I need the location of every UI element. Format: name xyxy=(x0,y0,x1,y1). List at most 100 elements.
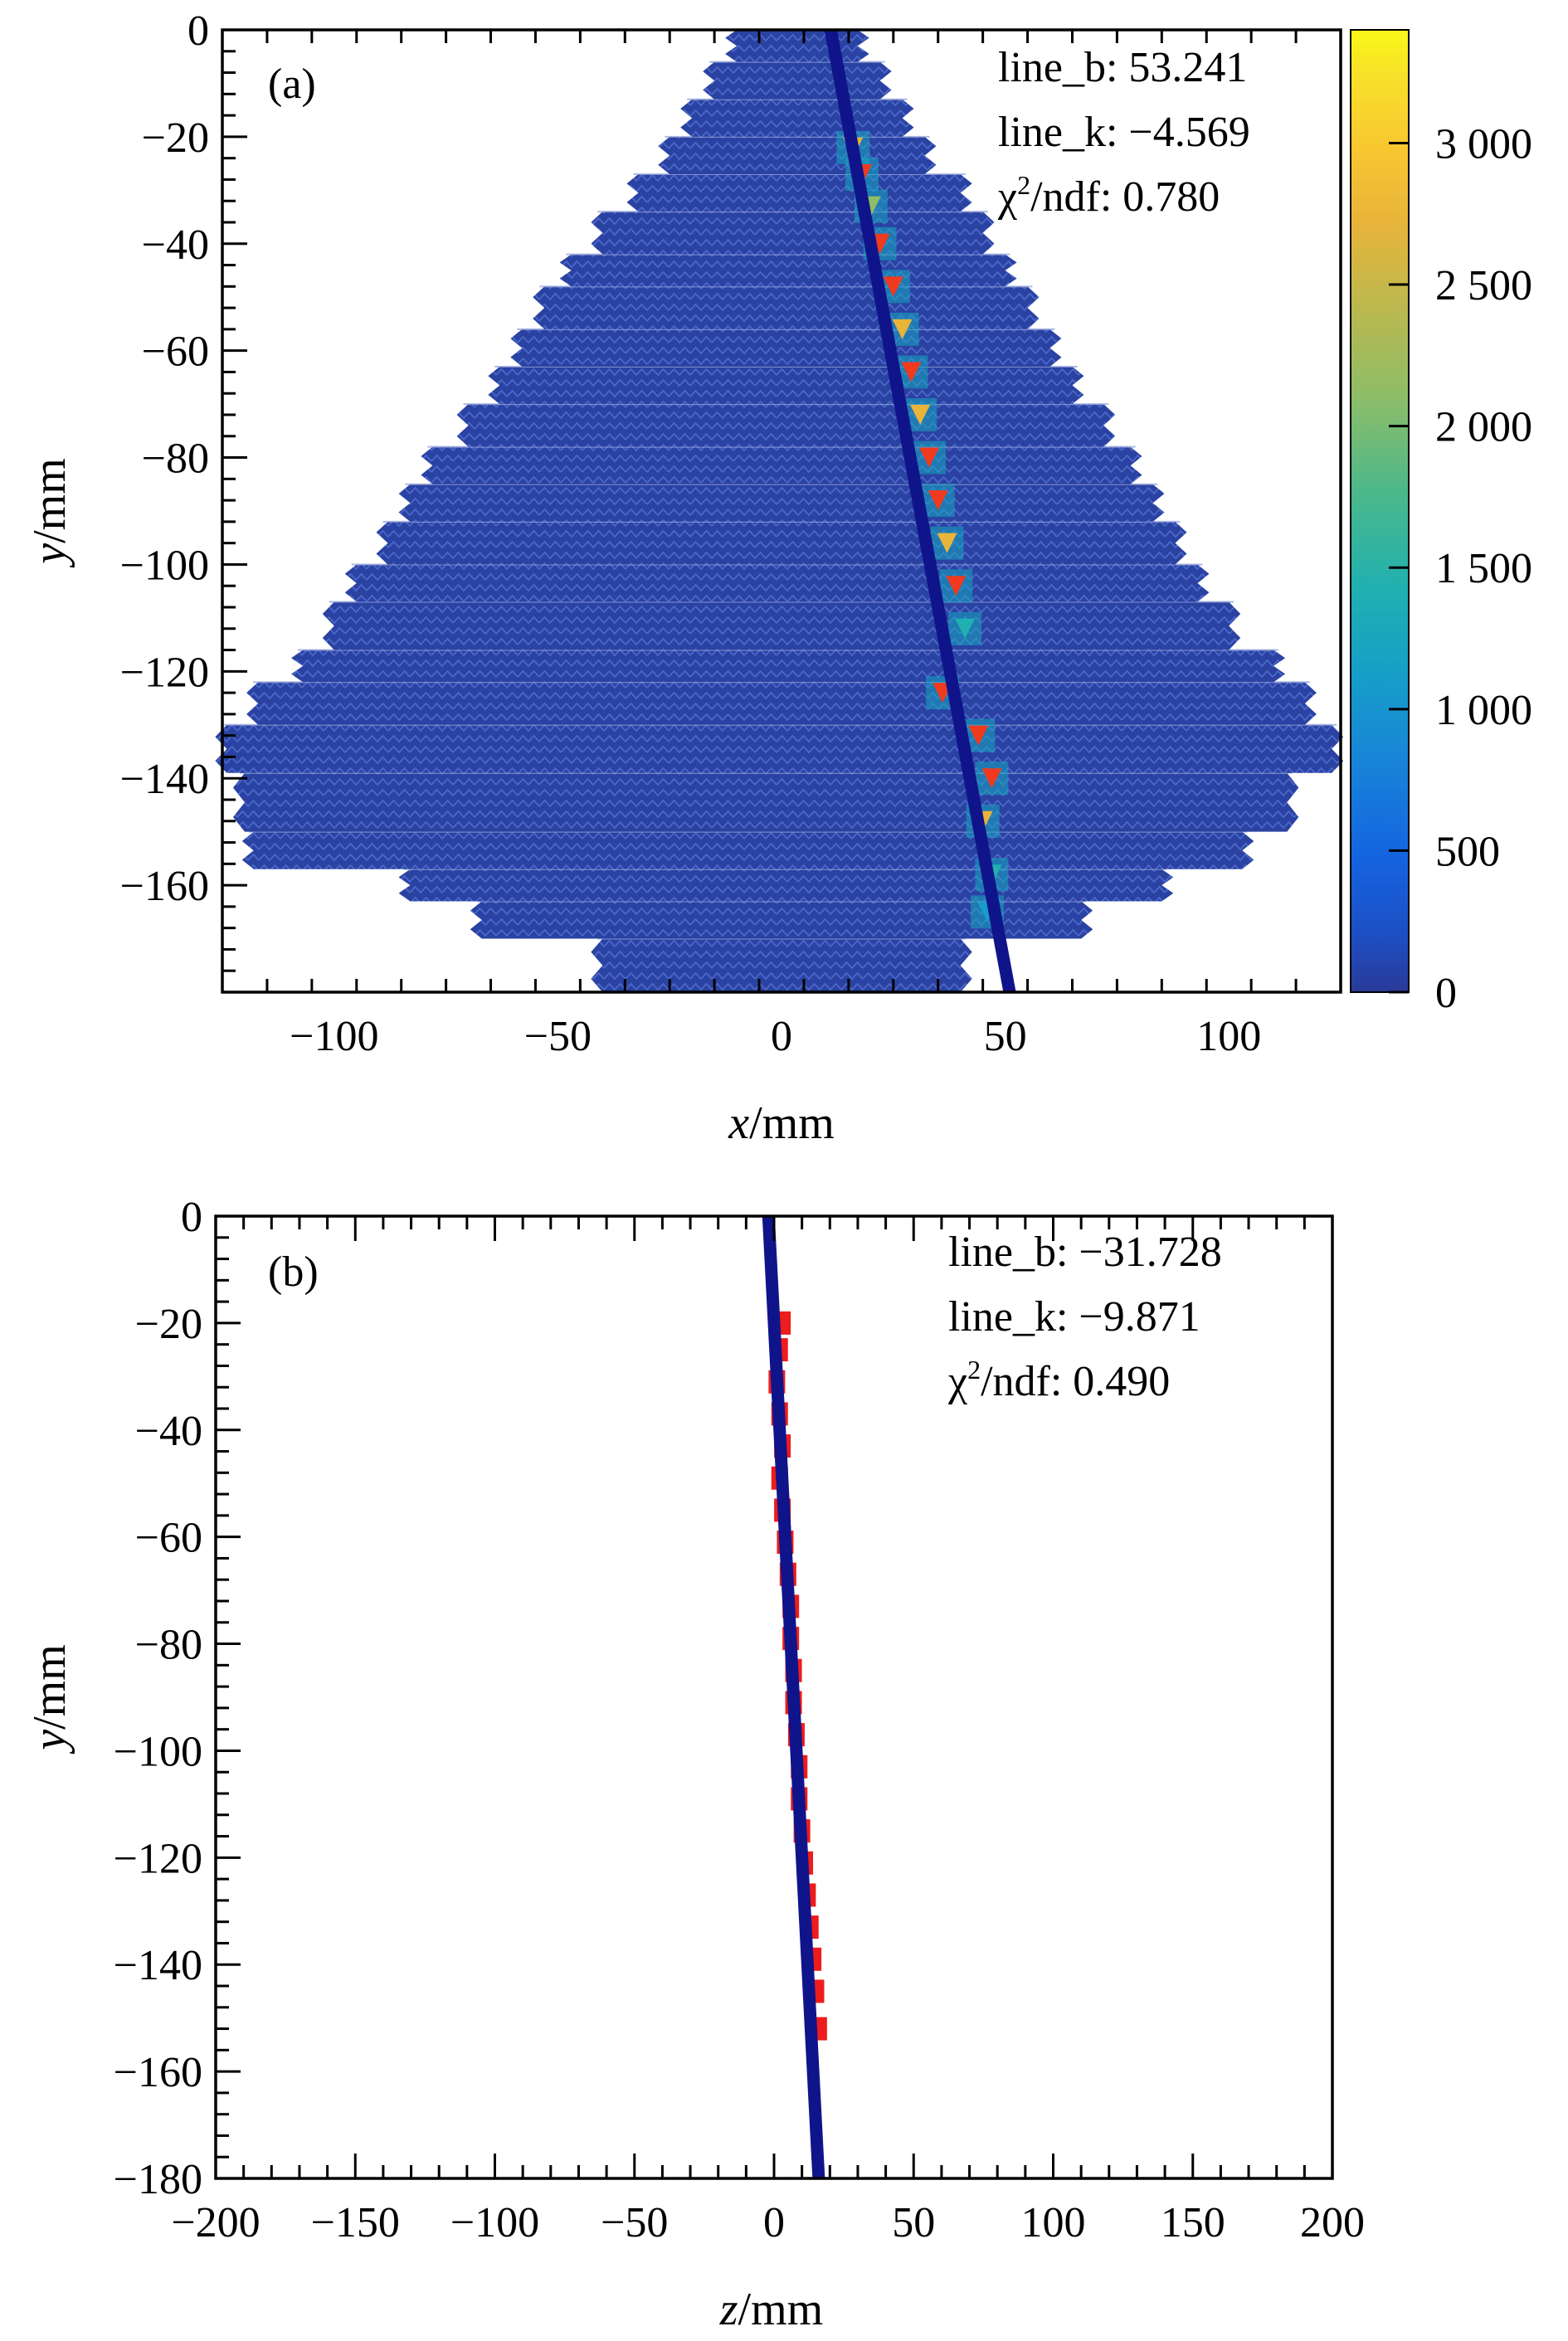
x-axis-title-a: x/mm xyxy=(728,1097,835,1149)
hit-cell xyxy=(918,447,939,468)
y-tick-label-b: −160 xyxy=(114,2049,202,2096)
detector-row xyxy=(559,254,1017,287)
stat-chi2-b: χ2/ndf: 0.490 xyxy=(947,1355,1170,1405)
detector-row xyxy=(591,938,972,992)
stat-chi2-a: χ2/ndf: 0.780 xyxy=(997,170,1220,221)
panel-label-b: (b) xyxy=(268,1248,319,1296)
fit-line-a xyxy=(824,28,1016,994)
y-tick-label-a: −80 xyxy=(142,436,209,483)
x-tick-label-a: 0 xyxy=(771,1013,792,1060)
detector-row xyxy=(246,682,1317,725)
colorbar-tick-label: 3 000 xyxy=(1435,120,1532,168)
y-tick-label-a: −20 xyxy=(142,114,209,162)
colorbar-tick-label: 500 xyxy=(1435,828,1500,875)
x-tick-label-a: 50 xyxy=(984,1013,1027,1060)
y-tick-label-a: −100 xyxy=(120,542,209,589)
detector-row xyxy=(322,601,1241,650)
detector-row xyxy=(215,724,1344,773)
stats-box-b: line_b: −31.728 line_k: −9.871 χ2/ndf: 0… xyxy=(947,1229,1222,1405)
detector-row xyxy=(398,869,1174,902)
x-tick-label-b: 200 xyxy=(1300,2199,1365,2246)
detector-row xyxy=(376,521,1187,565)
x-tick-label-b: −150 xyxy=(311,2199,400,2246)
x-tick-label-b: 100 xyxy=(1021,2199,1086,2246)
detector-region-a xyxy=(215,29,1344,992)
detector-row xyxy=(703,61,892,100)
detector-row xyxy=(626,174,972,212)
panel-a: 0 −20 −40 −60 −80 −100 −120 −140 −160 −100 −50 0 50… xyxy=(24,7,1532,1149)
x-tick-label-a: −100 xyxy=(290,1013,378,1060)
detector-row xyxy=(470,901,1093,939)
y-tick-label-b: −40 xyxy=(135,1408,202,1455)
detector-row xyxy=(398,484,1165,522)
y-tick-label-a: −60 xyxy=(142,329,209,376)
y-tick-label-b: 0 xyxy=(181,1194,202,1241)
y-tick-labels-a: 0 −20 −40 −60 −80 −100 −120 −140 −160 xyxy=(120,7,209,910)
stat-line-b-b: line_b: −31.728 xyxy=(948,1229,1222,1276)
stats-box-a: line_b: 53.241 line_k: −4.569 χ2/ndf: 0.… xyxy=(997,44,1250,221)
detector-row xyxy=(344,564,1210,602)
colorbar-tick-label: 2 000 xyxy=(1435,404,1532,451)
colorbar-tick-labels: 0 500 1 000 1 500 2 000 2 500 3 000 xyxy=(1435,120,1532,1017)
x-tick-labels-a: −100 −50 0 50 100 xyxy=(290,1013,1261,1060)
x-tick-label-b: 50 xyxy=(892,2199,935,2246)
y-tick-label-b: −20 xyxy=(135,1301,202,1348)
colorbar-a: 0 500 1 000 1 500 2 000 2 500 3 000 xyxy=(1350,29,1532,1017)
detector-row xyxy=(488,367,1084,405)
panel-b: 0 −20 −40 −60 −80 −100 −120 −140 −160 −180 −200 −1… xyxy=(24,1194,1365,2335)
y-tick-label-a: −120 xyxy=(120,649,209,696)
hit-cell xyxy=(928,490,948,511)
detector-row xyxy=(658,136,937,174)
detector-row xyxy=(241,831,1254,869)
colorbar-tick-label: 2 500 xyxy=(1435,262,1532,309)
colorbar-scale xyxy=(1350,29,1410,993)
x-tick-labels-b: −200 −150 −100 −50 0 50 100 150 200 xyxy=(171,2199,1365,2246)
y-tick-label-a: −140 xyxy=(120,756,209,803)
x-tick-label-b: −50 xyxy=(601,2199,668,2246)
ticks-b xyxy=(214,1214,1334,2180)
x-tick-label-b: −200 xyxy=(171,2199,260,2246)
ticks-a xyxy=(221,28,1342,994)
y-tick-label-a: −160 xyxy=(120,863,209,910)
hit-cell xyxy=(981,768,1002,789)
y-tick-label-a: −40 xyxy=(142,221,209,269)
colorbar-ticks xyxy=(1389,141,1409,994)
detector-row xyxy=(232,772,1299,832)
x-tick-label-b: 150 xyxy=(1161,2199,1225,2246)
detector-row xyxy=(291,650,1286,683)
x-axis-title-b: z/mm xyxy=(719,2284,823,2335)
detector-row xyxy=(533,286,1040,329)
stat-line-b-a: line_b: 53.241 xyxy=(998,44,1247,91)
x-tick-label-b: −100 xyxy=(450,2199,539,2246)
y-axis-title-b: y/mm xyxy=(24,1644,75,1755)
hit-cell xyxy=(946,576,967,596)
hit-cell xyxy=(910,405,931,425)
hit-cell xyxy=(955,618,976,639)
x-tick-label-a: −50 xyxy=(524,1013,592,1060)
y-tick-labels-b: 0 −20 −40 −60 −80 −100 −120 −140 −160 −180 xyxy=(114,1194,202,2203)
hit-cell xyxy=(968,725,989,746)
y-tick-label-b: −180 xyxy=(114,2156,202,2203)
x-tick-label-b: 0 xyxy=(763,2199,785,2246)
colorbar-tick-label: 0 xyxy=(1435,970,1457,1017)
y-tick-label-b: −100 xyxy=(114,1728,202,1775)
stat-line-k-a: line_k: −4.569 xyxy=(998,109,1250,156)
y-tick-label-b: −80 xyxy=(135,1622,202,1669)
detector-row xyxy=(421,446,1142,484)
detector-row xyxy=(456,404,1116,447)
detector-row xyxy=(680,99,914,137)
detector-row xyxy=(591,212,995,255)
hit-cell xyxy=(937,533,957,553)
fit-line-b xyxy=(762,1215,825,2179)
x-tick-label-a: 100 xyxy=(1196,1013,1261,1060)
y-axis-title-a: y/mm xyxy=(24,458,75,568)
plot-frame-a xyxy=(221,28,1342,994)
y-tick-label-b: −140 xyxy=(114,1942,202,1989)
stat-line-k-b: line_k: −9.871 xyxy=(948,1293,1200,1341)
panel-label-a: (a) xyxy=(268,61,316,108)
colorbar-tick-label: 1 000 xyxy=(1435,687,1532,734)
y-tick-label-b: −120 xyxy=(114,1835,202,1882)
hit-cell xyxy=(892,319,913,339)
colorbar-tick-label: 1 500 xyxy=(1435,545,1532,592)
